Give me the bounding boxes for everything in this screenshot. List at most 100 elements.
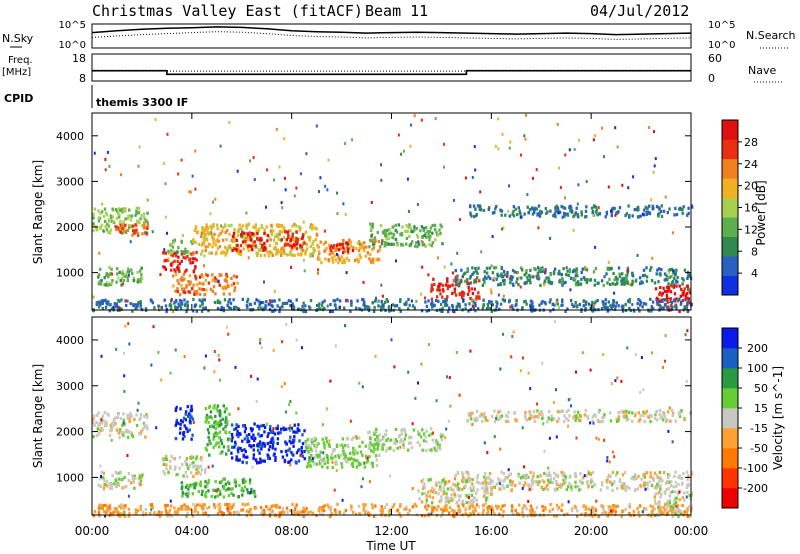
scatter-cell: [381, 239, 384, 243]
scatter-cell: [610, 306, 613, 310]
scatter-cell: [556, 507, 559, 511]
scatter-cell: [394, 304, 397, 308]
scatter-cell: [663, 303, 667, 307]
scatter-cell: [479, 190, 482, 194]
scatter-cell: [531, 212, 535, 216]
scatter-cell: [92, 435, 95, 439]
scatter-cell: [518, 503, 521, 507]
scatter-cell: [133, 418, 136, 422]
scatter-cell: [293, 435, 296, 439]
scatter-cell: [314, 238, 318, 242]
scatter-cell: [110, 282, 113, 286]
scatter-cell: [139, 412, 143, 417]
scatter-cell: [666, 300, 669, 304]
scatter-cell: [451, 291, 454, 295]
scatter-cell: [595, 499, 598, 503]
scatter-cell: [679, 206, 682, 210]
scatter-cell: [452, 278, 455, 282]
scatter-cell: [101, 306, 104, 311]
scatter-cell: [202, 236, 206, 240]
scatter-cell: [527, 485, 531, 489]
scatter-cell: [233, 286, 237, 290]
scatter-cell: [643, 472, 647, 477]
scatter-cell: [122, 506, 126, 510]
scatter-cell: [216, 307, 220, 311]
scatter-cell: [552, 214, 555, 218]
scatter-cell: [233, 427, 236, 432]
scatter-cell: [184, 492, 188, 496]
scatter-cell: [407, 448, 410, 452]
scatter-cell: [350, 303, 353, 307]
scatter-cell: [663, 272, 667, 276]
scatter-cell: [341, 244, 344, 248]
scatter-cell: [176, 289, 179, 294]
scatter-cell: [434, 481, 438, 485]
scatter-cell: [305, 446, 308, 450]
scatter-cell: [359, 450, 363, 454]
scatter-cell: [280, 385, 283, 389]
scatter-cell: [326, 458, 329, 462]
scatter-cell: [492, 485, 495, 489]
scatter-cell: [485, 271, 489, 275]
scatter-cell: [371, 238, 375, 242]
scatter-cell: [231, 235, 235, 239]
scatter-cell: [263, 245, 267, 249]
scatter-cell: [253, 489, 256, 493]
scatter-cell: [111, 272, 114, 276]
scatter-cell: [583, 278, 587, 282]
scatter-cell: [418, 443, 422, 447]
scatter-cell: [200, 252, 203, 256]
scatter-cell: [658, 409, 661, 413]
scatter-cell: [532, 474, 535, 479]
scatter-cell: [675, 504, 678, 508]
scatter-cell: [101, 414, 104, 418]
scatter-cell: [423, 226, 426, 230]
scatter-cell: [176, 510, 179, 514]
scatter-cell: [228, 232, 231, 236]
scatter-cell: [505, 419, 508, 423]
scatter-cell: [236, 169, 239, 173]
scatter-cell: [616, 486, 619, 490]
scatter-cell: [679, 302, 683, 306]
scatter-cell: [496, 301, 499, 305]
scatter-cell: [650, 305, 654, 309]
scatter-cell: [396, 446, 399, 450]
scatter-cell: [232, 232, 236, 236]
scatter-cell: [482, 281, 486, 285]
scatter-cell: [688, 301, 692, 305]
scatter-cell: [329, 309, 332, 314]
scatter-cell: [211, 289, 214, 293]
scatter-cell: [488, 206, 491, 210]
scatter-cell: [502, 486, 506, 490]
scatter-cell: [188, 428, 191, 432]
scatter-cell: [197, 242, 201, 247]
scatter-cell: [642, 510, 644, 514]
scatter-cell: [584, 408, 587, 413]
scatter-cell: [178, 431, 182, 435]
scatter-cell: [258, 434, 262, 438]
scatter-cell: [190, 408, 194, 412]
scatter-cell: [662, 365, 664, 369]
scatter-cell: [192, 421, 195, 424]
scatter-cell: [458, 281, 461, 285]
scatter-cell: [549, 236, 552, 240]
scatter-cell: [255, 251, 258, 255]
scatter-cell: [243, 424, 246, 428]
scatter-cell: [477, 307, 480, 311]
scatter-cell: [631, 282, 634, 286]
scatter-cell: [234, 442, 237, 446]
scatter-cell: [225, 325, 228, 329]
scatter-cell: [469, 486, 472, 490]
scatter-cell: [415, 241, 418, 245]
scatter-cell: [119, 229, 122, 234]
scatter-cell: [420, 362, 423, 366]
scatter-cell: [175, 418, 179, 422]
scatter-cell: [226, 283, 229, 287]
scatter-cell: [176, 266, 179, 270]
scatter-cell: [382, 443, 385, 447]
scatter-cell: [516, 277, 519, 281]
scatter-cell: [392, 242, 396, 246]
scatter-cell: [108, 309, 111, 313]
scatter-cell: [507, 419, 510, 423]
